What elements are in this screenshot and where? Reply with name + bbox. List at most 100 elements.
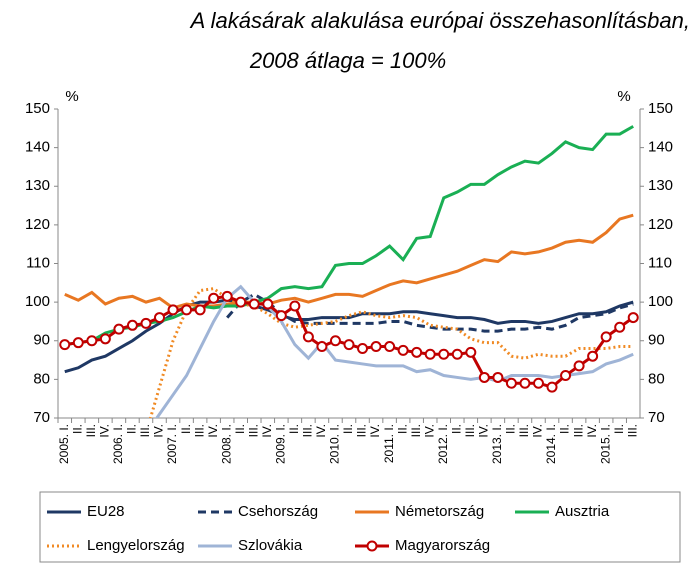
data-point [357,342,369,354]
x-tick-label: 2015. I. [598,424,612,464]
data-point [316,341,328,353]
data-point [289,300,301,312]
data-point [546,381,558,393]
data-point [154,312,166,324]
x-tick-label: 2006. I. [111,424,125,464]
y2-tick-label: 110 [648,254,672,271]
y2-tick-label: 140 [648,139,673,156]
x-tick-label: 2010. I. [328,424,342,464]
data-point [505,377,517,389]
x-tick-label: II. [395,424,409,434]
data-point [275,310,287,322]
data-point [72,337,84,349]
x-tick-label: III. [355,424,369,437]
data-point [451,348,463,360]
series-line [154,284,634,418]
data-point [86,335,98,347]
y2-tick-label: 80 [648,370,665,387]
data-point [411,346,423,358]
data-point [235,296,247,308]
data-point [370,341,382,353]
x-tick-label: II. [125,424,139,434]
x-tick-label: II. [612,424,626,434]
y2-tick-label: 130 [648,177,673,194]
x-tick-label: III. [246,424,260,437]
y-tick-label: 150 [25,100,50,117]
data-point [492,371,504,383]
data-point [194,304,206,316]
x-tick-label: III. [138,424,152,437]
legend-label: Lengyelország [87,537,185,554]
plot-area [59,125,639,418]
x-tick-label: IV. [260,424,274,438]
chart-title: A lakásárak alakulása európai összehason… [189,8,690,33]
legend-marker [366,540,378,552]
data-point [587,350,599,362]
data-point [59,339,71,351]
y-tick-label: 90 [33,332,50,349]
legend-label: Szlovákia [238,537,303,554]
x-tick-label: 2005. I. [57,424,71,464]
x-tick-label: IV. [152,424,166,438]
x-tick-label: 2013. I. [490,424,504,464]
x-tick-label: IV. [368,424,382,438]
y-tick-label: 140 [25,139,50,156]
legend-label: Csehország [238,503,318,520]
y-tick-label: 100 [25,293,50,310]
data-point [329,335,341,347]
x-tick-label: II. [287,424,301,434]
legend-label: Magyarország [395,537,490,554]
y2-tick-label: 150 [648,100,673,117]
x-tick-label: II. [233,424,247,434]
legend-box [39,491,681,563]
x-tick-label: II. [179,424,193,434]
y-tick-label: 110 [26,254,50,271]
data-point [167,304,179,316]
data-point [126,319,138,331]
x-tick-label: 2011. I. [382,424,396,463]
data-point [208,292,220,304]
x-tick-label: IV. [206,424,220,438]
data-point [478,371,490,383]
legend-label: Ausztria [555,503,610,520]
x-tick-label: IV. [477,424,491,438]
y-tick-label: 70 [33,409,50,426]
data-point [140,317,152,329]
x-tick-label: 2007. I. [165,424,179,464]
y2-tick-label: 120 [648,216,673,233]
data-point [384,341,396,353]
data-point [573,360,585,372]
data-point [438,348,450,360]
x-tick-label: II. [70,424,84,434]
series-line [64,298,634,374]
data-point [221,290,233,302]
series-line [64,213,634,310]
x-tick-label: III. [301,424,315,437]
data-point [614,321,626,333]
data-point [181,304,193,316]
legend-label: Németország [395,503,484,520]
x-tick-label: III. [571,424,585,437]
x-tick-label: III. [409,424,423,437]
x-tick-label: III. [192,424,206,437]
y2-tick-label: 90 [648,332,665,349]
data-point [397,344,409,356]
x-tick-label: III. [463,424,477,437]
x-tick-label: IV. [585,424,599,438]
data-point [343,339,355,351]
x-tick-label: IV. [98,424,112,438]
x-tick-label: IV. [314,424,328,438]
y-tick-label: 80 [33,370,50,387]
y-tick-label: 120 [25,216,50,233]
series-line [148,287,634,418]
x-tick-label: 2012. I. [436,424,450,464]
y2-tick-label: 100 [648,293,673,310]
data-point [262,298,274,310]
series-line [64,125,634,347]
data-point [627,312,639,324]
chart-subtitle: 2008 átlaga = 100% [249,48,446,73]
x-tick-label: II. [558,424,572,434]
x-tick-label: IV. [422,424,436,438]
data-point [560,370,572,382]
